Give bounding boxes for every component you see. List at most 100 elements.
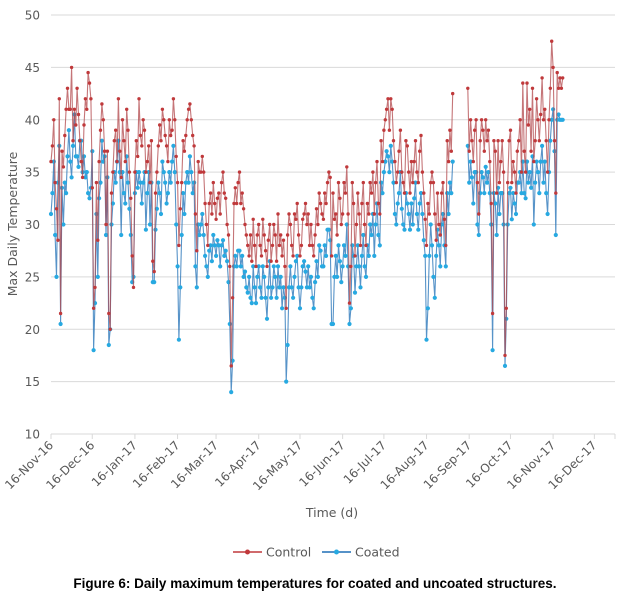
data-point-coated bbox=[322, 243, 327, 248]
data-point-control bbox=[517, 139, 521, 143]
data-point-coated bbox=[556, 112, 561, 117]
data-point-coated bbox=[135, 185, 140, 190]
data-point-coated bbox=[421, 238, 426, 243]
data-point-coated bbox=[211, 232, 216, 238]
data-point-control bbox=[554, 191, 558, 195]
data-point-coated bbox=[178, 285, 183, 290]
data-point-control bbox=[350, 180, 354, 185]
data-point-control bbox=[473, 128, 477, 132]
data-point-control bbox=[376, 201, 381, 206]
data-point-control bbox=[312, 254, 316, 258]
data-point-control bbox=[78, 139, 82, 143]
data-point-coated bbox=[541, 180, 546, 185]
data-point-coated bbox=[163, 180, 168, 185]
data-point-control bbox=[230, 296, 235, 300]
data-point-control bbox=[126, 128, 130, 132]
data-point-coated bbox=[50, 191, 55, 196]
data-point-control bbox=[490, 311, 495, 316]
data-point-coated bbox=[424, 337, 429, 342]
data-point-coated bbox=[248, 295, 253, 300]
data-point-control bbox=[525, 81, 529, 85]
data-point-coated bbox=[253, 301, 259, 306]
data-point-control bbox=[479, 118, 484, 122]
data-point-coated bbox=[548, 138, 553, 143]
data-point-control bbox=[301, 217, 305, 221]
data-point-coated bbox=[485, 180, 490, 185]
data-point-coated bbox=[229, 390, 234, 395]
data-point-control bbox=[532, 159, 536, 164]
data-point-coated bbox=[264, 316, 270, 321]
data-point-control bbox=[185, 118, 189, 122]
data-point-control bbox=[534, 97, 539, 101]
data-point-coated bbox=[258, 285, 263, 290]
data-point-coated bbox=[384, 149, 389, 154]
data-point-control bbox=[354, 222, 359, 227]
data-point-control bbox=[130, 254, 134, 258]
data-point-control bbox=[404, 139, 408, 143]
data-point-coated bbox=[271, 264, 276, 269]
data-point-control bbox=[170, 128, 174, 132]
data-point-control bbox=[514, 191, 518, 195]
data-point-coated bbox=[48, 211, 54, 217]
data-point-coated bbox=[482, 191, 487, 196]
data-point-control bbox=[433, 212, 437, 216]
data-point-coated bbox=[263, 295, 268, 300]
data-point-coated bbox=[198, 222, 203, 227]
data-point-control bbox=[492, 139, 496, 143]
data-point-control bbox=[136, 154, 140, 159]
data-point-coated bbox=[529, 185, 534, 190]
data-point-control bbox=[419, 133, 423, 138]
data-point-coated bbox=[446, 211, 451, 217]
legend: Control Coated bbox=[233, 545, 400, 560]
data-point-control bbox=[114, 128, 118, 132]
data-point-control bbox=[255, 233, 259, 237]
data-point-control bbox=[402, 191, 407, 195]
data-point-control bbox=[470, 139, 474, 143]
x-axis-title: Time (d) bbox=[305, 505, 358, 520]
data-point-control bbox=[356, 191, 360, 195]
data-point-control bbox=[189, 118, 193, 122]
data-point-coated bbox=[219, 243, 224, 248]
data-point-control bbox=[49, 159, 53, 164]
data-point-coated bbox=[512, 201, 517, 206]
data-point-coated bbox=[58, 321, 63, 327]
data-point-coated bbox=[443, 264, 448, 269]
data-point-coated bbox=[394, 222, 399, 227]
data-point-control bbox=[155, 170, 159, 174]
data-point-coated bbox=[76, 164, 81, 169]
data-point-control bbox=[116, 97, 121, 101]
data-point-control bbox=[369, 191, 374, 195]
data-point-coated bbox=[209, 259, 214, 264]
data-point-control bbox=[169, 133, 173, 138]
data-point-control bbox=[215, 196, 220, 200]
data-point-coated bbox=[431, 274, 436, 279]
data-point-control bbox=[199, 170, 203, 174]
data-point-coated bbox=[423, 253, 428, 258]
data-point-coated bbox=[153, 227, 158, 232]
data-point-coated bbox=[387, 170, 392, 175]
data-point-control bbox=[484, 118, 488, 122]
legend-label-control: Control bbox=[266, 545, 311, 560]
data-point-control bbox=[467, 149, 471, 153]
data-point-control bbox=[303, 201, 308, 206]
data-point-control bbox=[145, 159, 149, 164]
data-point-coated bbox=[395, 201, 400, 206]
data-point-coated bbox=[303, 269, 308, 274]
data-point-control bbox=[177, 243, 181, 248]
data-point-coated bbox=[98, 180, 103, 185]
data-point-coated bbox=[203, 253, 208, 258]
data-point-coated bbox=[143, 227, 148, 232]
data-point-control bbox=[475, 180, 480, 185]
data-point-control bbox=[318, 201, 323, 206]
data-point-control bbox=[280, 254, 284, 258]
data-point-control bbox=[296, 233, 301, 237]
legend-item-control: Control bbox=[233, 545, 311, 560]
data-point-coated bbox=[429, 243, 435, 248]
series-coated bbox=[48, 107, 565, 395]
data-point-coated bbox=[300, 264, 305, 269]
data-point-coated bbox=[406, 211, 411, 217]
data-point-control bbox=[265, 264, 269, 269]
data-point-coated bbox=[262, 274, 267, 279]
data-point-coated bbox=[64, 191, 69, 196]
data-point-coated bbox=[318, 248, 323, 253]
